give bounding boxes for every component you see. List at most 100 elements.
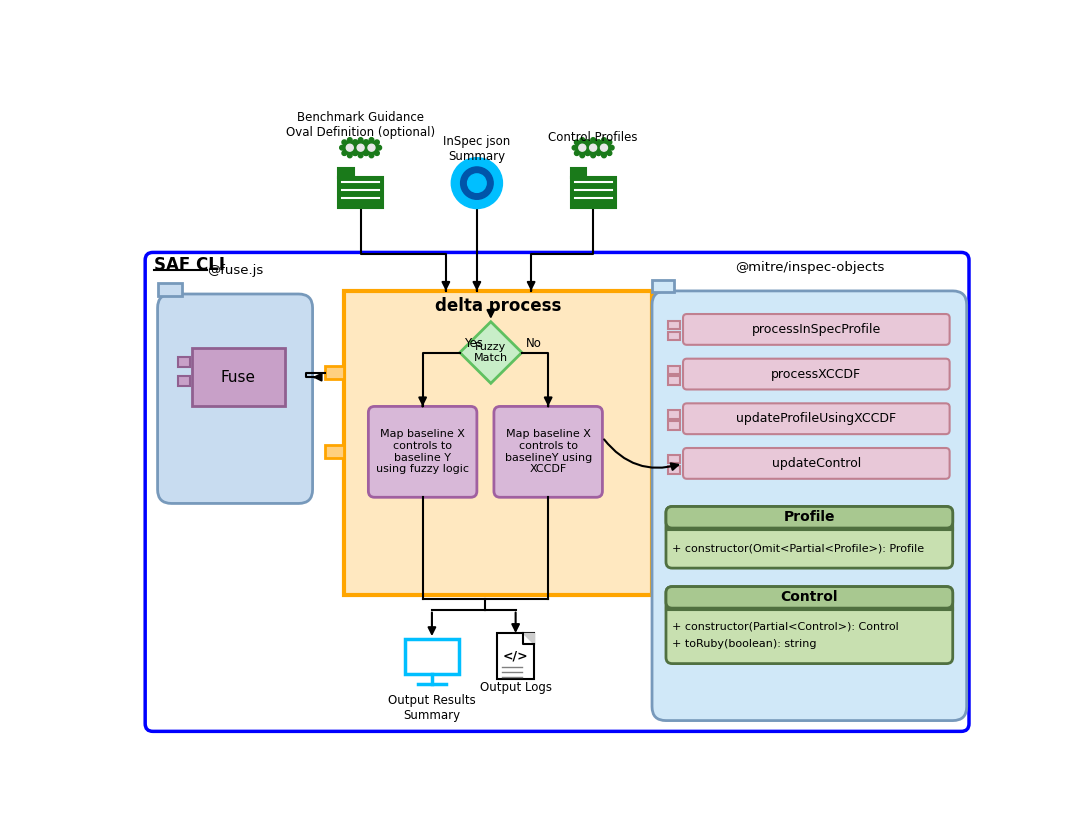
Circle shape <box>353 141 367 155</box>
Circle shape <box>597 141 611 155</box>
Circle shape <box>451 157 502 208</box>
Circle shape <box>364 151 368 156</box>
Circle shape <box>580 137 585 142</box>
Polygon shape <box>523 633 534 644</box>
Text: Map baseline X
controls to
baseline Y
using fuzzy logic: Map baseline X controls to baseline Y us… <box>376 430 470 474</box>
Circle shape <box>608 151 612 156</box>
Circle shape <box>348 153 352 157</box>
Bar <box>343 291 652 595</box>
Circle shape <box>355 146 360 150</box>
Text: InSpec json
Summary: InSpec json Summary <box>443 136 511 163</box>
Bar <box>667 455 680 463</box>
Circle shape <box>594 146 599 150</box>
Circle shape <box>572 146 577 150</box>
Circle shape <box>353 151 358 156</box>
Bar <box>178 357 190 367</box>
Circle shape <box>461 167 493 199</box>
Text: processXCCDF: processXCCDF <box>772 367 861 381</box>
Circle shape <box>370 137 374 142</box>
Circle shape <box>377 146 382 150</box>
Circle shape <box>359 137 363 142</box>
Bar <box>667 421 680 430</box>
Text: Control: Control <box>780 591 838 605</box>
Text: + constructor(Partial<Control>): Control: + constructor(Partial<Control>): Control <box>672 621 899 631</box>
FancyBboxPatch shape <box>683 403 950 434</box>
Circle shape <box>596 151 601 156</box>
Text: updateProfileUsingXCCDF: updateProfileUsingXCCDF <box>736 412 897 425</box>
Circle shape <box>585 140 590 145</box>
Circle shape <box>358 144 364 151</box>
Circle shape <box>596 140 601 145</box>
Circle shape <box>364 140 368 145</box>
Circle shape <box>601 153 607 157</box>
Circle shape <box>600 144 608 151</box>
Circle shape <box>364 151 368 156</box>
Circle shape <box>342 141 357 155</box>
Circle shape <box>610 146 614 150</box>
Circle shape <box>348 137 352 142</box>
Text: Map baseline X
controls to
baselineY using
XCCDF: Map baseline X controls to baselineY usi… <box>504 430 591 474</box>
Circle shape <box>370 153 374 157</box>
Circle shape <box>375 151 379 156</box>
Circle shape <box>467 174 486 192</box>
Bar <box>571 167 586 177</box>
Text: Fuzzy
Match: Fuzzy Match <box>474 342 508 363</box>
Circle shape <box>597 151 601 156</box>
Circle shape <box>347 144 353 151</box>
Circle shape <box>368 144 375 151</box>
Bar <box>667 377 680 385</box>
Circle shape <box>586 141 600 155</box>
FancyBboxPatch shape <box>683 359 950 390</box>
FancyBboxPatch shape <box>146 252 969 731</box>
Circle shape <box>578 144 586 151</box>
Circle shape <box>350 146 355 150</box>
FancyBboxPatch shape <box>652 291 966 721</box>
Circle shape <box>364 141 378 155</box>
Polygon shape <box>460 322 522 383</box>
Circle shape <box>342 151 347 156</box>
Text: Output Results
Summary: Output Results Summary <box>388 695 476 722</box>
Text: </>: </> <box>503 650 528 662</box>
Bar <box>191 348 285 407</box>
Text: + toRuby(boolean): string: + toRuby(boolean): string <box>672 639 816 649</box>
FancyBboxPatch shape <box>683 448 950 479</box>
FancyArrowPatch shape <box>604 440 678 470</box>
Circle shape <box>591 137 596 142</box>
Text: Yes: Yes <box>464 337 483 350</box>
FancyBboxPatch shape <box>666 586 952 608</box>
Circle shape <box>591 153 596 157</box>
Bar <box>667 332 680 340</box>
Circle shape <box>583 146 588 150</box>
Circle shape <box>575 141 589 155</box>
Bar <box>667 466 680 474</box>
Circle shape <box>340 146 345 150</box>
Circle shape <box>366 146 371 150</box>
Bar <box>571 177 615 207</box>
Text: @fuse.js: @fuse.js <box>207 264 263 277</box>
Circle shape <box>353 140 358 145</box>
Circle shape <box>601 137 607 142</box>
Text: Fuse: Fuse <box>221 370 255 385</box>
Bar <box>667 366 680 374</box>
Bar <box>497 633 534 679</box>
Bar <box>325 445 343 458</box>
Text: No: No <box>526 337 541 350</box>
Bar <box>404 639 459 675</box>
Circle shape <box>359 153 363 157</box>
FancyBboxPatch shape <box>683 314 950 345</box>
Bar <box>158 283 183 296</box>
Circle shape <box>599 146 603 150</box>
Circle shape <box>342 140 347 145</box>
Bar <box>667 411 680 419</box>
Circle shape <box>361 146 366 150</box>
Circle shape <box>585 151 590 156</box>
Bar <box>178 376 190 386</box>
Text: @mitre/inspec-objects: @mitre/inspec-objects <box>735 261 884 274</box>
Text: processInSpecProfile: processInSpecProfile <box>752 323 880 336</box>
Bar <box>338 177 383 207</box>
Text: Profile: Profile <box>784 511 835 524</box>
FancyBboxPatch shape <box>666 506 952 528</box>
Bar <box>652 280 674 292</box>
Text: updateControl: updateControl <box>772 456 861 470</box>
Text: SAF CLI: SAF CLI <box>154 256 225 274</box>
